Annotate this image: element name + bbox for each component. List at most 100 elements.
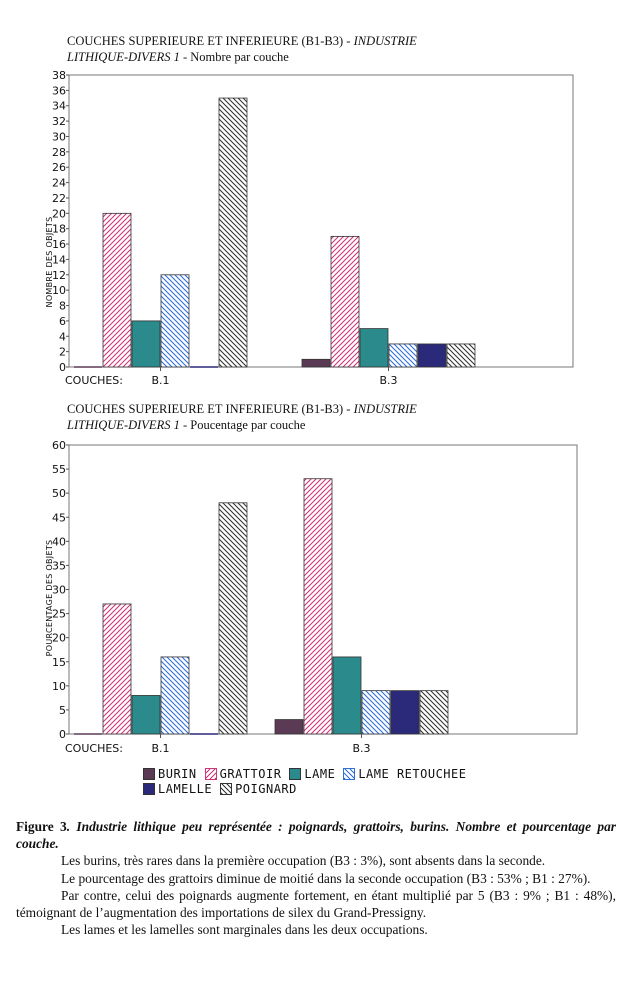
legend-item-grattoir: GRATTOIR [204, 766, 282, 781]
x-tick-label: B.1 [151, 742, 169, 755]
top-bar-chart: NOMBRE DES OBJETS COUCHES: 0246810121416… [45, 69, 574, 387]
bar-lame-retouchee-b3 [388, 343, 418, 368]
bottom-bar-chart: POURCENTAGE DES OBJETS COUCHES: 0 5 10 15 20… [45, 439, 578, 755]
y-tick-label: 22 [52, 192, 66, 205]
y-tick-label: 14 [52, 253, 66, 266]
bar-grattoir-b3 [303, 478, 333, 735]
y-tick-label: 26 [52, 161, 66, 174]
bar-grattoir-b3 [330, 235, 360, 368]
y-tick-label: 2 [59, 346, 66, 359]
y-tick-label: 24 [52, 177, 66, 190]
bar-poignard-b3 [419, 690, 449, 735]
y-tick-label: 0 [59, 361, 66, 374]
legend-label-lame-retouchee: LAME RETOUCHEE [358, 766, 467, 781]
bottom-title-l2-italic: LITHIQUE-DIVERS 1 [67, 418, 180, 432]
legend-label-lamelle: LAMELLE [158, 781, 213, 796]
legend-item-lamelle: LAMELLE [143, 782, 212, 796]
bar-poignard-b1 [218, 502, 248, 735]
x-tick-label: B.3 [352, 742, 370, 755]
bar-burin-b3 [301, 358, 331, 368]
y-tick-label: 10 [52, 284, 66, 297]
y-tick-label: 32 [52, 115, 66, 128]
legend-label-grattoir: GRATTOIR [219, 766, 282, 781]
legend-swatch-burin [143, 767, 155, 780]
caption-paragraph-3: Par contre, celui des poignards augmente… [16, 887, 616, 921]
caption-paragraph-1: Les burins, très rares dans la première … [61, 853, 546, 869]
figure-label: Figure 3 [16, 819, 67, 834]
bar-poignard-b3 [446, 343, 476, 368]
y-tick-label: 8 [59, 300, 66, 313]
y-tick-label: 0 [59, 728, 66, 741]
bar-lamelle-b3 [390, 690, 420, 735]
top-y-axis-title: NOMBRE DES OBJETS [45, 217, 54, 308]
y-tick-label: 36 [52, 84, 66, 97]
y-tick-label: 16 [52, 238, 66, 251]
bar-lame-retouchee-b1 [160, 656, 190, 735]
caption-paragraph-2: Le pourcentage des grattoirs diminue de … [61, 870, 591, 886]
bar-lame-retouchee-b1 [160, 274, 190, 368]
bar-lame-b1 [131, 695, 161, 735]
y-tick-label: 12 [52, 269, 66, 282]
top-title-l1-italic: INDUSTRIE [353, 34, 417, 48]
y-tick-label: 25 [52, 608, 66, 621]
x-tick-label: B.1 [151, 374, 169, 387]
y-tick-label: 34 [52, 100, 66, 113]
y-tick-label: 20 [52, 207, 66, 220]
bottom-y-axis-title: POURCENTAGE DES OBJETS [45, 540, 54, 657]
bottom-title-l1-plain: COUCHES SUPERIEURE ET INFERIEURE (B1-B3)… [67, 402, 354, 416]
top-couches-label: COUCHES: [65, 374, 123, 387]
legend-item-lame: LAME [289, 767, 335, 781]
y-tick-label: 30 [52, 584, 66, 597]
bar-grattoir-b1 [102, 603, 132, 735]
y-tick-label: 5 [59, 704, 66, 717]
legend-label-poignard: POIGNARD [235, 781, 297, 796]
bar-grattoir-b1 [102, 212, 132, 368]
y-tick-label: 6 [59, 315, 66, 328]
bar-lame-b3 [332, 656, 362, 735]
bar-lame-b3 [359, 328, 389, 368]
legend-swatch-poignard [220, 782, 233, 795]
legend-label-burin: BURIN [158, 766, 197, 781]
bottom-chart-title: COUCHES SUPERIEURE ET INFERIEURE (B1-B3)… [67, 401, 417, 433]
figure-caption: Figure 3. Industrie lithique peu représe… [16, 818, 616, 938]
bar-lamelle-b3 [417, 343, 447, 368]
y-tick-label: 45 [52, 511, 66, 524]
y-tick-label: 4 [59, 330, 66, 343]
legend-label-lame: LAME [304, 766, 336, 781]
legend-swatch-grattoir [204, 767, 217, 780]
caption-paragraph-4: Les lames et les lamelles sont marginale… [61, 922, 428, 938]
y-tick-label: 28 [52, 146, 66, 159]
legend-swatch-lame [289, 767, 302, 780]
legend-item-poignard: POIGNARD [220, 782, 297, 796]
legend-item-burin: BURIN [143, 767, 197, 781]
bar-poignard-b1 [218, 97, 248, 368]
y-tick-label: 55 [52, 463, 66, 476]
legend-swatch-lame-retouchee [343, 767, 356, 780]
y-tick-label: 10 [52, 680, 66, 693]
y-tick-label: 50 [52, 487, 66, 500]
top-title-l1-plain: COUCHES SUPERIEURE ET INFERIEURE (B1-B3)… [67, 34, 354, 48]
y-tick-label: 20 [52, 632, 66, 645]
y-tick-label: 60 [52, 439, 66, 452]
y-tick-label: 40 [52, 535, 66, 548]
y-tick-label: 30 [52, 130, 66, 143]
y-tick-label: 18 [52, 223, 66, 236]
bar-burin-b3 [274, 719, 304, 735]
top-title-l2-plain: - Nombre par couche [179, 50, 289, 64]
bar-lame-retouchee-b3 [361, 690, 391, 735]
y-tick-label: 15 [52, 656, 66, 669]
bottom-title-l2-plain: - Poucentage par couche [179, 418, 306, 432]
legend-swatch-lamelle [143, 782, 155, 795]
y-tick-label: 38 [52, 69, 66, 82]
x-tick-label: B.3 [379, 374, 397, 387]
chart-legend: BURIN GRATTOIR LAME LAME RETOUCHEE LAMEL… [143, 766, 474, 796]
figure-title-text: . Industrie lithique peu représentée : p… [16, 819, 617, 852]
top-title-l2-italic: LITHIQUE-DIVERS 1 [67, 50, 180, 64]
legend-item-lame-retouchee: LAME RETOUCHEE [343, 767, 466, 781]
y-tick-label: 35 [52, 559, 66, 572]
figure-title: Figure 3. Industrie lithique peu représe… [16, 818, 616, 852]
bottom-couches-label: COUCHES: [65, 742, 123, 755]
top-chart-title: COUCHES SUPERIEURE ET INFERIEURE (B1-B3)… [67, 33, 417, 65]
bottom-title-l1-italic: INDUSTRIE [353, 402, 417, 416]
bar-lame-b1 [131, 320, 161, 368]
